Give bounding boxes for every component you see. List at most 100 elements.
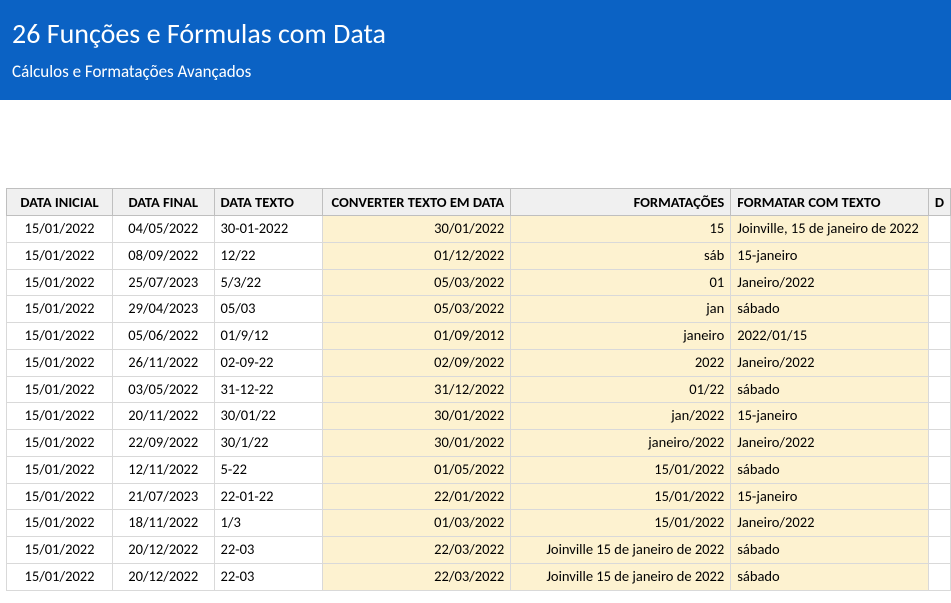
table-cell[interactable]: Janeiro/2022 — [731, 430, 929, 457]
table-cell[interactable]: 20/11/2022 — [113, 403, 215, 430]
table-cell[interactable]: 05/03/2022 — [323, 269, 511, 296]
table-cell[interactable]: 15/01/2022 — [7, 403, 113, 430]
table-cell[interactable]: 05/03/2022 — [323, 296, 511, 323]
table-cell[interactable]: 15/01/2022 — [7, 323, 113, 350]
table-row[interactable]: 15/01/202212/11/20225-2201/05/202215/01/… — [7, 456, 951, 483]
table-cell[interactable]: 30/01/2022 — [323, 403, 511, 430]
table-row[interactable]: 15/01/202229/04/202305/0305/03/2022jansá… — [7, 296, 951, 323]
table-cell[interactable]: 15 — [511, 216, 731, 243]
table-cell[interactable]: 20/12/2022 — [113, 563, 215, 590]
table-cell[interactable] — [928, 376, 950, 403]
table-cell[interactable]: 15/01/2022 — [7, 269, 113, 296]
table-cell[interactable]: 01/22 — [511, 376, 731, 403]
table-cell[interactable]: sábado — [731, 563, 929, 590]
table-cell[interactable] — [928, 216, 950, 243]
table-cell[interactable]: sábado — [731, 456, 929, 483]
table-cell[interactable]: 05/06/2022 — [113, 323, 215, 350]
table-cell[interactable]: 22-01-22 — [214, 483, 323, 510]
table-cell[interactable]: 02-09-22 — [214, 349, 323, 376]
table-cell[interactable] — [928, 296, 950, 323]
table-cell[interactable]: 2022 — [511, 349, 731, 376]
table-cell[interactable]: 15/01/2022 — [7, 510, 113, 537]
table-cell[interactable]: 22-03 — [214, 537, 323, 564]
table-row[interactable]: 15/01/202225/07/20235/3/2205/03/202201Ja… — [7, 269, 951, 296]
table-cell[interactable]: 30/1/22 — [214, 430, 323, 457]
column-header[interactable]: FORMATAR COM TEXTO — [731, 189, 929, 216]
table-cell[interactable]: Joinville 15 de janeiro de 2022 — [511, 537, 731, 564]
table-cell[interactable]: 05/03 — [214, 296, 323, 323]
table-cell[interactable]: 5/3/22 — [214, 269, 323, 296]
table-cell[interactable] — [928, 349, 950, 376]
table-cell[interactable]: 04/05/2022 — [113, 216, 215, 243]
table-cell[interactable]: jan/2022 — [511, 403, 731, 430]
table-cell[interactable] — [928, 323, 950, 350]
table-cell[interactable]: 15/01/2022 — [511, 483, 731, 510]
table-cell[interactable]: 15/01/2022 — [7, 349, 113, 376]
table-cell[interactable]: 22/09/2022 — [113, 430, 215, 457]
table-cell[interactable]: 01/03/2022 — [323, 510, 511, 537]
table-cell[interactable]: 15/01/2022 — [7, 216, 113, 243]
table-cell[interactable] — [928, 563, 950, 590]
table-cell[interactable]: 08/09/2022 — [113, 242, 215, 269]
table-cell[interactable]: sábado — [731, 296, 929, 323]
table-cell[interactable]: Joinville, 15 de janeiro de 2022 — [731, 216, 929, 243]
column-header[interactable]: FORMATAÇÕES — [511, 189, 731, 216]
table-cell[interactable]: 18/11/2022 — [113, 510, 215, 537]
table-cell[interactable]: 30-01-2022 — [214, 216, 323, 243]
table-cell[interactable]: 21/07/2023 — [113, 483, 215, 510]
table-cell[interactable]: Janeiro/2022 — [731, 269, 929, 296]
column-header[interactable]: DATA FINAL — [113, 189, 215, 216]
table-cell[interactable]: 15/01/2022 — [511, 456, 731, 483]
table-cell[interactable]: 22/03/2022 — [323, 537, 511, 564]
table-cell[interactable]: 01 — [511, 269, 731, 296]
table-cell[interactable]: Janeiro/2022 — [731, 349, 929, 376]
table-cell[interactable]: 29/04/2023 — [113, 296, 215, 323]
table-row[interactable]: 15/01/202220/12/202222-0322/03/2022Joinv… — [7, 563, 951, 590]
table-cell[interactable]: 12/22 — [214, 242, 323, 269]
table-cell[interactable]: 1/3 — [214, 510, 323, 537]
table-cell[interactable]: 15-janeiro — [731, 483, 929, 510]
column-header[interactable]: DATA INICIAL — [7, 189, 113, 216]
table-cell[interactable]: 01/9/12 — [214, 323, 323, 350]
table-row[interactable]: 15/01/202203/05/202231-12-2231/12/202201… — [7, 376, 951, 403]
table-cell[interactable]: 15/01/2022 — [7, 296, 113, 323]
table-row[interactable]: 15/01/202218/11/20221/301/03/202215/01/2… — [7, 510, 951, 537]
table-cell[interactable]: 03/05/2022 — [113, 376, 215, 403]
table-cell[interactable]: 01/09/2012 — [323, 323, 511, 350]
table-cell[interactable] — [928, 456, 950, 483]
column-header[interactable]: CONVERTER TEXTO EM DATA — [323, 189, 511, 216]
table-cell[interactable]: sáb — [511, 242, 731, 269]
table-cell[interactable]: sábado — [731, 537, 929, 564]
table-cell[interactable]: 30/01/22 — [214, 403, 323, 430]
table-row[interactable]: 15/01/202220/12/202222-0322/03/2022Joinv… — [7, 537, 951, 564]
column-header[interactable]: D — [928, 189, 950, 216]
table-cell[interactable]: 01/12/2022 — [323, 242, 511, 269]
table-cell[interactable]: 15/01/2022 — [7, 456, 113, 483]
table-cell[interactable]: 15/01/2022 — [7, 537, 113, 564]
table-cell[interactable] — [928, 403, 950, 430]
table-cell[interactable]: 30/01/2022 — [323, 216, 511, 243]
table-cell[interactable]: 2022/01/15 — [731, 323, 929, 350]
table-row[interactable]: 15/01/202204/05/202230-01-202230/01/2022… — [7, 216, 951, 243]
table-cell[interactable]: sábado — [731, 376, 929, 403]
table-cell[interactable]: 15/01/2022 — [7, 563, 113, 590]
table-cell[interactable]: Janeiro/2022 — [731, 510, 929, 537]
table-cell[interactable] — [928, 510, 950, 537]
table-cell[interactable]: 25/07/2023 — [113, 269, 215, 296]
table-cell[interactable]: 5-22 — [214, 456, 323, 483]
table-cell[interactable]: 30/01/2022 — [323, 430, 511, 457]
table-cell[interactable]: 15/01/2022 — [7, 376, 113, 403]
table-row[interactable]: 15/01/202220/11/202230/01/2230/01/2022ja… — [7, 403, 951, 430]
table-cell[interactable]: 15-janeiro — [731, 403, 929, 430]
table-cell[interactable]: 22-03 — [214, 563, 323, 590]
table-cell[interactable] — [928, 483, 950, 510]
table-cell[interactable] — [928, 537, 950, 564]
table-cell[interactable] — [928, 430, 950, 457]
table-cell[interactable] — [928, 269, 950, 296]
table-cell[interactable]: 02/09/2022 — [323, 349, 511, 376]
table-cell[interactable]: 22/03/2022 — [323, 563, 511, 590]
table-cell[interactable] — [928, 242, 950, 269]
table-cell[interactable]: 22/01/2022 — [323, 483, 511, 510]
table-cell[interactable]: 20/12/2022 — [113, 537, 215, 564]
table-cell[interactable]: 15/01/2022 — [7, 242, 113, 269]
